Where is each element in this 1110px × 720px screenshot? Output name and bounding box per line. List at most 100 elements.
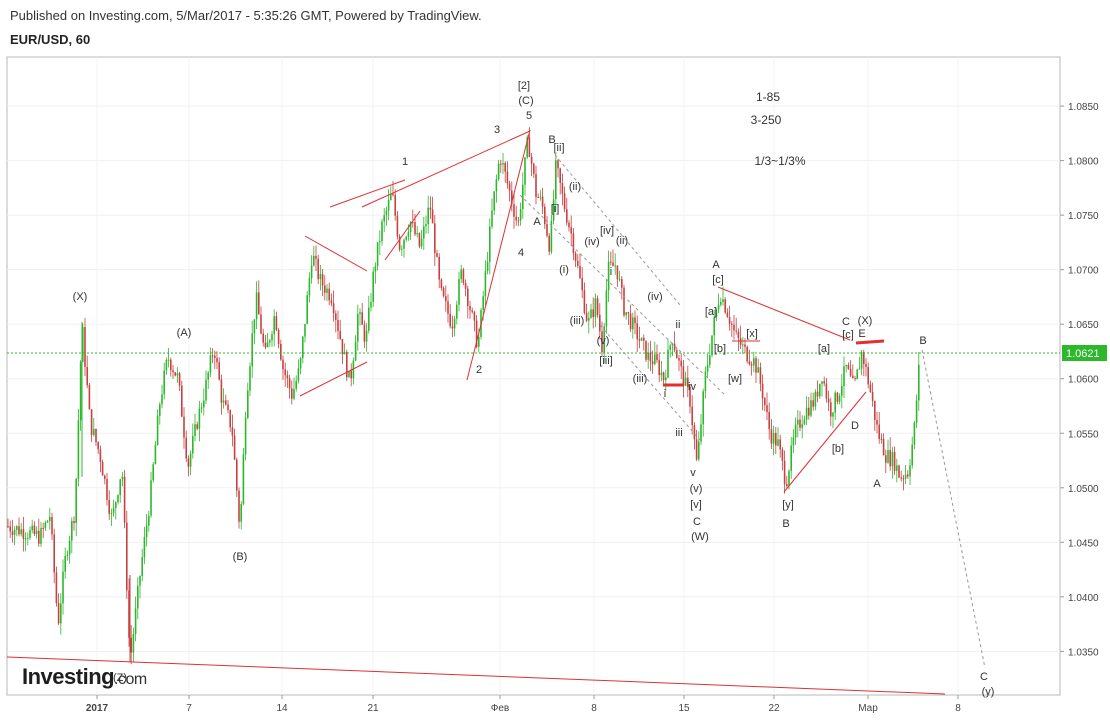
candle-body: [209, 355, 212, 373]
candle-body: [434, 223, 436, 254]
candle-body: [574, 253, 577, 261]
wave-label: B: [782, 518, 789, 530]
candle-body: [744, 344, 746, 347]
wave-label: 4: [518, 247, 524, 259]
wave-label: [c]: [712, 274, 724, 286]
candle-body: [82, 327, 84, 362]
candle-body: [625, 312, 627, 316]
candle-body: [843, 366, 845, 387]
x-tick-label: 15: [678, 703, 690, 714]
candle-body: [53, 534, 55, 573]
candle-body: [304, 323, 306, 337]
candle-body: [361, 312, 363, 325]
candle-body: [27, 537, 29, 539]
wave-label: (iii): [633, 373, 648, 385]
candle-body: [691, 406, 693, 426]
candle-body: [865, 364, 867, 367]
candle-body: [227, 404, 229, 411]
candle-body: [522, 184, 524, 210]
logo-main: Investing: [22, 664, 115, 689]
y-axis: 1.0850 1.0800 1.0750 1.0700 1.0650 1.0600 1.05…: [1060, 102, 1099, 658]
candle-body: [579, 265, 581, 279]
candle-body: [524, 157, 526, 185]
candle-body: [240, 504, 242, 522]
candle-body: [764, 398, 766, 406]
y-tick-label: 1.0400: [1068, 593, 1099, 604]
wave-label: (iv): [647, 291, 662, 303]
candle-body: [812, 400, 814, 407]
candle-body: [24, 538, 27, 540]
candle-body: [242, 454, 245, 505]
candle-body: [722, 299, 724, 303]
investing-logo: Investing.com: [22, 664, 147, 690]
candle-body: [486, 261, 489, 271]
y-tick-label: 1.0550: [1068, 429, 1099, 440]
x-axis: 2017 7 14 21 Фев 8 15 22 Мар 8: [86, 695, 961, 714]
candle-body: [233, 435, 236, 460]
candle-body: [262, 333, 264, 343]
candle-body: [445, 296, 447, 302]
candle-body: [211, 355, 214, 357]
candle-body: [827, 398, 830, 403]
current-price-marker: 1.0621: [1062, 345, 1107, 361]
candle-body: [7, 525, 9, 527]
candle-body: [236, 459, 238, 491]
candle-body: [251, 333, 253, 367]
candle-body: [449, 313, 451, 327]
candle-body: [427, 207, 429, 225]
wave-label: (Z): [113, 672, 127, 684]
candle-body: [376, 242, 379, 267]
candle-body: [38, 530, 40, 544]
candle-body: [291, 388, 293, 399]
candle-body: [398, 236, 401, 250]
candle-body: [797, 419, 799, 425]
candle-body: [57, 603, 60, 624]
candle-body: [904, 474, 907, 479]
candle-body: [75, 478, 77, 524]
candle-body: [746, 346, 748, 362]
candle-body: [781, 449, 784, 461]
candle-body: [31, 525, 33, 531]
candle-body: [90, 409, 93, 435]
wave-label: [y]: [782, 499, 794, 511]
candle-body: [106, 479, 108, 501]
x-tick-label: 21: [367, 703, 379, 714]
candle-body: [409, 222, 412, 233]
candle-body: [852, 375, 854, 379]
candle-body: [500, 163, 502, 165]
candle-body: [832, 412, 834, 417]
wave-label: (v): [690, 483, 703, 495]
candle-body: [902, 478, 905, 480]
candle-body: [684, 377, 687, 386]
candle-body: [728, 317, 731, 324]
candle-body: [62, 571, 64, 604]
candle-body: [372, 271, 374, 302]
candle-body: [539, 196, 542, 198]
candle-body: [350, 370, 352, 379]
candle-body: [379, 241, 381, 243]
candle-body: [761, 383, 764, 399]
candle-body: [310, 265, 313, 279]
candle-body: [130, 637, 132, 653]
candle-body: [229, 410, 231, 428]
candle-body: [594, 298, 597, 317]
candle-body: [473, 311, 476, 321]
annotation-note: 3-250: [751, 113, 782, 127]
logo-suffix: .com: [114, 671, 147, 688]
annotation-note: 1-85: [756, 90, 780, 104]
candle-body: [20, 529, 22, 535]
candle-body: [255, 292, 258, 320]
candle-body: [819, 383, 821, 397]
candle-body: [896, 465, 898, 471]
candle-body: [882, 439, 885, 456]
candle-body: [709, 355, 711, 365]
candle-body: [590, 309, 592, 318]
candle-body: [306, 295, 308, 324]
candle-body: [759, 367, 762, 384]
candle-body: [222, 400, 225, 403]
candle-body: [638, 339, 641, 341]
candle-body: [891, 451, 894, 467]
projection-line: [554, 154, 681, 306]
candle-body: [475, 320, 478, 347]
